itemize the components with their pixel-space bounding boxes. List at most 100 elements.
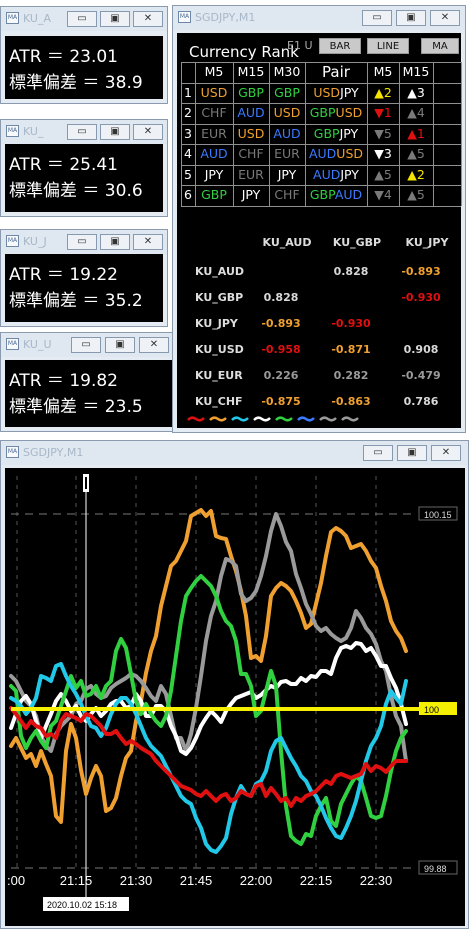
indicator-window-icon: MA [6, 338, 19, 350]
corr-value: 0.786 [403, 395, 439, 408]
legend-swatch [297, 416, 315, 422]
corr-value: -0.871 [331, 343, 371, 356]
bar-button[interactable]: BAR [319, 38, 361, 54]
std-dev-value: 標準偏差 ＝ 38.9 [9, 73, 143, 93]
pair-quote: USD [335, 105, 363, 120]
table-gridline [181, 124, 461, 125]
table-gridline [433, 62, 434, 206]
legend-swatch-line [231, 416, 249, 422]
maximize-button[interactable]: ▣ [100, 234, 130, 250]
legend-swatch [319, 416, 337, 422]
rank-header-pair: Pair [322, 63, 350, 81]
atr-window[interactable]: MA KU_A ▭ ▣ ✕ ATR ＝ 23.01 標準偏差 ＝ 38.9 [0, 6, 168, 104]
table-gridline [181, 83, 461, 84]
corr-value: 0.908 [403, 343, 439, 356]
table-gridline [305, 62, 306, 206]
rank-cell: 4 [184, 146, 192, 161]
chart-window[interactable]: MA SGDJPY,M1 ▭ ▣ ✕ 100.15 100 99.88:00 21:1… [0, 440, 469, 929]
price-label-frame [418, 506, 458, 521]
maximize-button[interactable]: ▣ [396, 10, 426, 26]
close-button[interactable]: ✕ [133, 11, 163, 27]
rank-cell: ▲4 [407, 105, 425, 120]
atr-display: ATR ＝ 23.01 標準偏差 ＝ 38.9 [5, 36, 163, 99]
price-label-current-bg [419, 702, 457, 715]
maximize-button[interactable]: ▣ [105, 337, 135, 353]
atr-value: ATR ＝ 19.22 [9, 265, 118, 285]
corr-value: -0.893 [401, 265, 441, 278]
table-gridline [181, 62, 182, 206]
time-axis-label: 22:00 [240, 873, 273, 888]
corr-value: 0.828 [333, 265, 369, 278]
price-label-low-bg [419, 861, 457, 874]
close-button[interactable]: ✕ [430, 10, 460, 26]
rank-pair-cell: GBPAUD [305, 185, 367, 204]
series-line [9, 574, 408, 846]
price-chart[interactable]: 100.15 100 99.88:00 21:15 21:30 21:45 22:00 22:… [5, 468, 465, 926]
title-bar[interactable]: MA KU_ ▭ ▣ ✕ [1, 120, 167, 144]
rank-cell: JPY [277, 167, 297, 182]
corr-row-label: KU_CHF [195, 395, 243, 408]
corr-value: 0.282 [333, 369, 369, 382]
corr-value: -0.875 [261, 395, 301, 408]
pair-base: GBP [313, 126, 340, 141]
table-gridline [461, 62, 462, 206]
rank-cell: 1 [184, 85, 192, 100]
corr-row-label: KU_GBP [195, 291, 244, 304]
minimize-button[interactable]: ▭ [67, 234, 97, 250]
rank-cell: USD [200, 85, 228, 100]
maximize-button[interactable]: ▣ [100, 11, 130, 27]
atr-value: ATR ＝ 19.82 [9, 371, 118, 391]
minimize-button[interactable]: ▭ [67, 11, 97, 27]
cursor-date-box [43, 897, 129, 911]
minimize-button[interactable]: ▭ [71, 337, 101, 353]
window-title: KU_ [23, 125, 44, 138]
pair-base: GBP [309, 105, 336, 120]
legend-swatch-line [341, 416, 359, 422]
corr-value: 0.828 [263, 291, 299, 304]
pair-quote: JPY [339, 126, 359, 141]
atr-value: ATR ＝ 23.01 [9, 47, 118, 67]
maximize-button[interactable]: ▣ [100, 124, 130, 140]
title-bar[interactable]: MA KU_J ▭ ▣ ✕ [1, 230, 167, 254]
table-gridline [233, 62, 234, 206]
chart-window-icon: MA [6, 446, 19, 458]
close-button[interactable]: ✕ [133, 124, 163, 140]
color-legend [187, 415, 467, 425]
close-button[interactable]: ✕ [431, 445, 461, 461]
time-axis-label: :00 [7, 873, 25, 888]
legend-swatch [231, 416, 249, 422]
rank-cell: AUD [237, 105, 265, 120]
legend-swatch-line [319, 416, 337, 422]
line-button[interactable]: LINE [367, 38, 409, 54]
corr-col-header: KU_AUD [262, 236, 312, 249]
time-axis-label: 21:45 [180, 873, 213, 888]
correlation-table: KU_AUD KU_GBP KU_JPY KU_AUD 0.828 -0.893 KU_GB… [177, 233, 463, 413]
series-line [9, 508, 408, 824]
rank-header-pm15: M15 [402, 64, 430, 79]
rank-header-m30: M30 [273, 64, 301, 79]
rank-cell: ▲5 [407, 187, 425, 202]
currency-rank-window[interactable]: MA SGDJPY,M1 ▭ ▣ ✕ Currency Rank E1 U BA… [172, 5, 466, 433]
atr-window[interactable]: MA KU_ ▭ ▣ ✕ ATR ＝ 25.41 標準偏差 ＝ 30.6 [0, 119, 168, 217]
rank-cell: JPY [241, 187, 261, 202]
minimize-button[interactable]: ▭ [67, 124, 97, 140]
ma-button[interactable]: MA [421, 38, 459, 54]
overlay-text: E1 U [287, 39, 313, 52]
rank-cell: ▲5 [407, 146, 425, 161]
title-bar[interactable]: MA SGDJPY,M1 ▭ ▣ ✕ [173, 6, 465, 30]
maximize-button[interactable]: ▣ [397, 445, 427, 461]
price-label-low: 99.88 [424, 864, 447, 874]
atr-window[interactable]: MA KU_U ▭ ▣ ✕ ATR ＝ 19.82 標準偏差 ＝ 23.5 [0, 332, 177, 432]
minimize-button[interactable]: ▭ [362, 10, 392, 26]
title-bar[interactable]: MA SGDJPY,M1 ▭ ▣ ✕ [1, 441, 468, 465]
title-bar[interactable]: MA KU_U ▭ ▣ ✕ [1, 333, 176, 357]
title-bar[interactable]: MA KU_A ▭ ▣ ✕ [1, 7, 167, 31]
rank-cell: CHF [201, 105, 227, 120]
rank-header-pm5: M5 [373, 64, 393, 79]
close-button[interactable]: ✕ [139, 337, 169, 353]
minimize-button[interactable]: ▭ [363, 445, 393, 461]
atr-window[interactable]: MA KU_J ▭ ▣ ✕ ATR ＝ 19.22 標準偏差 ＝ 35.2 [0, 229, 168, 327]
rank-header-m5: M5 [204, 64, 224, 79]
rank-cell: 6 [184, 187, 192, 202]
close-button[interactable]: ✕ [133, 234, 163, 250]
